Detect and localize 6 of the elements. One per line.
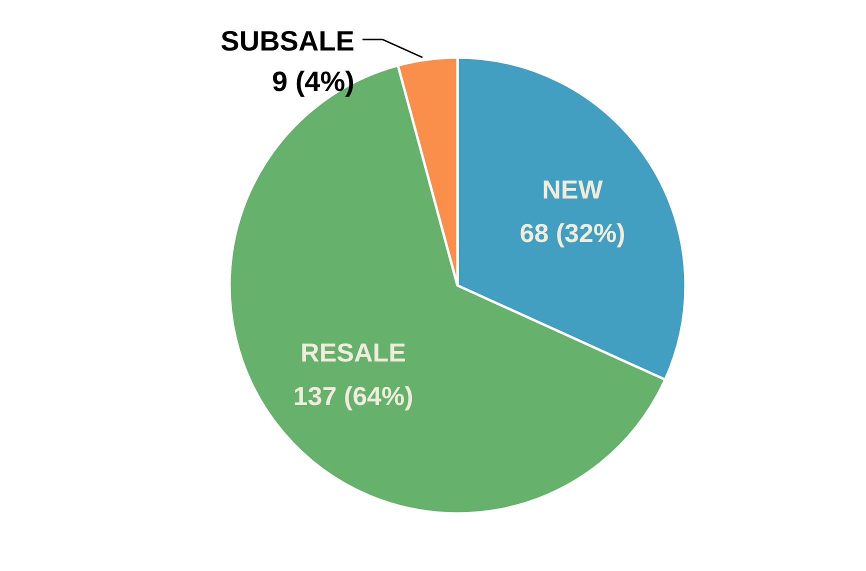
slice-label: RESALE	[300, 337, 406, 368]
data-label: 137 (64%)	[293, 380, 414, 411]
slice-label: NEW	[542, 174, 604, 205]
data-label: 68 (32%)	[520, 218, 626, 248]
data-label: 9 (4%)	[272, 66, 354, 97]
slice-label: SUBSALE	[220, 25, 354, 56]
